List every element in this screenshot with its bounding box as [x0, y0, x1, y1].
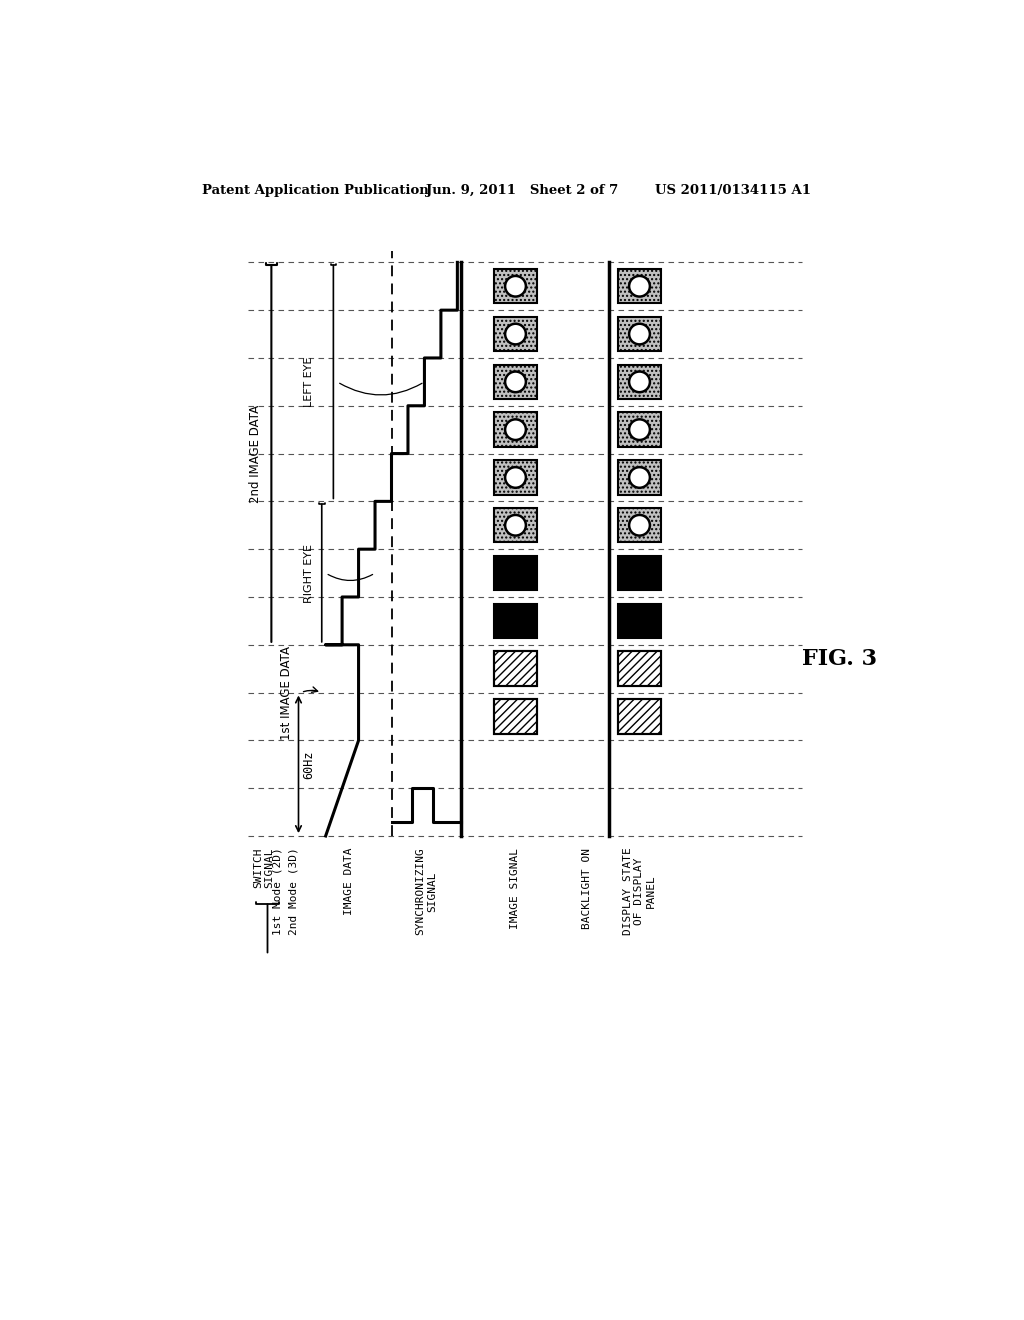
Bar [618, 700, 660, 734]
Circle shape [629, 515, 650, 536]
Circle shape [505, 420, 526, 440]
Circle shape [629, 371, 650, 392]
Bar [495, 461, 537, 495]
Bar [495, 317, 537, 351]
Bar [495, 508, 537, 543]
Text: RIGHT EYE: RIGHT EYE [303, 544, 313, 602]
Circle shape [629, 323, 650, 345]
Circle shape [505, 467, 526, 488]
Bar [495, 603, 537, 638]
Bar [618, 508, 660, 543]
Text: 1st IMAGE DATA: 1st IMAGE DATA [281, 645, 293, 739]
Circle shape [505, 515, 526, 536]
Bar [618, 700, 660, 734]
Bar [618, 652, 660, 686]
Text: 60Hz: 60Hz [302, 750, 315, 779]
Text: 2nd IMAGE DATA: 2nd IMAGE DATA [250, 404, 262, 503]
Bar [618, 412, 660, 447]
Text: FIG. 3: FIG. 3 [802, 648, 878, 671]
Bar [618, 317, 660, 351]
Text: BACKLIGHT ON: BACKLIGHT ON [582, 847, 592, 928]
Text: DISPLAY STATE
OF DISPLAY
PANEL: DISPLAY STATE OF DISPLAY PANEL [623, 847, 656, 936]
Bar [495, 364, 537, 399]
Text: Patent Application Publication: Patent Application Publication [202, 185, 428, 197]
Text: 2nd Mode (3D): 2nd Mode (3D) [288, 847, 298, 936]
Text: SWITCH
SIGNAL: SWITCH SIGNAL [253, 847, 274, 888]
Text: 1st Mode (2D): 1st Mode (2D) [272, 847, 283, 936]
Circle shape [629, 420, 650, 440]
Circle shape [629, 276, 650, 297]
Bar [618, 603, 660, 638]
Bar [495, 652, 537, 686]
Text: LEFT EYE: LEFT EYE [303, 356, 313, 407]
Circle shape [505, 276, 526, 297]
Bar [618, 364, 660, 399]
Text: Jun. 9, 2011   Sheet 2 of 7: Jun. 9, 2011 Sheet 2 of 7 [426, 185, 618, 197]
Bar [618, 461, 660, 495]
Circle shape [505, 323, 526, 345]
Text: SYNCHRONIZING
SIGNAL: SYNCHRONIZING SIGNAL [416, 847, 437, 936]
Text: IMAGE SIGNAL: IMAGE SIGNAL [511, 847, 520, 928]
Bar [495, 700, 537, 734]
Text: IMAGE DATA: IMAGE DATA [344, 847, 354, 915]
Text: US 2011/0134115 A1: US 2011/0134115 A1 [655, 185, 811, 197]
Bar [495, 412, 537, 447]
Bar [495, 700, 537, 734]
Bar [495, 269, 537, 304]
Circle shape [629, 467, 650, 488]
Bar [618, 556, 660, 590]
Bar [618, 652, 660, 686]
Bar [618, 269, 660, 304]
Circle shape [505, 371, 526, 392]
Bar [495, 556, 537, 590]
Bar [495, 652, 537, 686]
